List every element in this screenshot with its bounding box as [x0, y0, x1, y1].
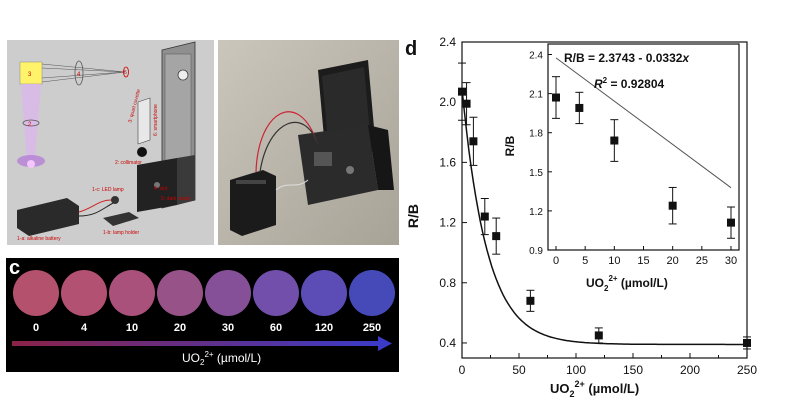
device-photo [218, 40, 399, 245]
inset-r-squared: R2 = 0.92804 [594, 76, 665, 91]
holder-box-photo [298, 125, 378, 205]
concentration-label: 250 [363, 322, 381, 334]
inset-y-axis-label: R/B [503, 135, 517, 156]
main-data-point [526, 296, 535, 305]
panel-b-photo [218, 40, 399, 245]
inset-x-tick-label: 20 [667, 255, 679, 267]
schematic-drawing: 2 3 4 5 6: smartphone 3: quart cuvette 2… [7, 40, 214, 245]
label-led-lamp: 1-c: LED lamp [92, 187, 124, 193]
panel-d-letter: d [405, 38, 418, 60]
main-y-tick-label: 2.4 [439, 36, 456, 49]
main-data-point [594, 331, 603, 340]
main-x-axis-label: UO22+ (µmol/L) [550, 379, 639, 399]
main-x-tick-label: 150 [623, 363, 643, 377]
inset-fit-line [555, 57, 732, 189]
concentration-label: 0 [33, 322, 39, 334]
main-y-axis-label: R/B [405, 204, 421, 228]
main-fit-curve [461, 88, 747, 346]
main-x-tick-label: 50 [512, 363, 526, 377]
inset-y-tick-label: 1.8 [529, 129, 543, 140]
inset-y-tick-label: 1.5 [529, 168, 543, 179]
lens-2 [22, 119, 40, 127]
inset-x-tick-label: 15 [637, 255, 649, 267]
lamp-holder [103, 212, 139, 226]
inset-x-tick-label: 5 [582, 255, 588, 267]
inset-x-tick-label: 25 [696, 255, 708, 267]
main-y-tick-label: 0.4 [439, 336, 456, 350]
pinhole [123, 66, 129, 78]
main-x-tick-label: 100 [566, 363, 586, 377]
label-lamp-holder: 1-b: lamp holder [103, 230, 139, 236]
camera-lens [177, 69, 189, 81]
sample-circle [61, 270, 107, 316]
label-dark-cavity: 5: dark cavity [161, 196, 191, 202]
main-data-point [462, 99, 471, 108]
led-glow [27, 160, 35, 168]
sample-circle [301, 270, 347, 316]
inset-data-point [552, 93, 560, 102]
concentration-label: 120 [315, 322, 333, 334]
sample-circle [253, 270, 299, 316]
label-lens-4: 4 [77, 72, 81, 78]
main-data-point [743, 338, 751, 347]
cuvette [137, 97, 151, 145]
gradient-arrow-head [378, 336, 392, 351]
panel-a-schematic: 2 3 4 5 6: smartphone 3: quart cuvette 2… [7, 40, 214, 245]
concentration-label: 10 [126, 322, 138, 334]
inset-data-point [668, 201, 677, 210]
concentration-label: 20 [174, 322, 186, 334]
label-slot: 4: slot [154, 186, 168, 192]
lens-4 [74, 60, 84, 86]
inset-x-tick-label: 0 [553, 255, 559, 267]
concentration-label: 60 [270, 322, 282, 334]
inset-y-tick-label: 2.1 [529, 90, 543, 101]
sample-circle [157, 270, 203, 316]
inset-data-point [610, 136, 619, 145]
main-x-tick-label: 0 [459, 363, 466, 377]
main-data-point [469, 137, 478, 146]
battery [17, 198, 79, 236]
main-y-tick-label: 1.6 [439, 155, 456, 169]
label-lamp: 3 [28, 72, 32, 78]
inset-x-tick-label: 30 [725, 255, 737, 267]
led-lamp [111, 196, 119, 204]
inset-y-tick-label: 0.9 [529, 246, 543, 257]
sample-circle [205, 270, 251, 316]
sample-circle [13, 270, 59, 316]
sample-circle [349, 270, 395, 316]
concentration-label: 4 [81, 322, 88, 334]
inset-plot-frame [547, 43, 740, 251]
main-x-tick-label: 200 [680, 363, 700, 377]
inset-data-point [727, 218, 735, 227]
gradient-arrow-shaft [12, 341, 382, 346]
inset-fit-equation: R/B = 2.3743 - 0.0332x [564, 51, 690, 65]
main-data-point [480, 212, 489, 221]
main-x-tick-label: 250 [737, 363, 757, 377]
inset-y-tick-label: 1.2 [529, 207, 543, 218]
label-smartphone: 6: smartphone [153, 104, 159, 136]
inset-x-tick-label: 10 [608, 255, 620, 267]
inset-data-point [575, 103, 584, 112]
battery-photo [230, 170, 276, 236]
panel-c-color-strip: 0 4 10 20 30 60 120 250 UO22+ (µmol/L) [6, 258, 399, 372]
strip-axis-label: UO22+ (µmol/L) [182, 350, 261, 367]
main-y-tick-label: 2.0 [439, 95, 456, 109]
color-strip-svg: 0 4 10 20 30 60 120 250 UO22+ (µmol/L) [12, 270, 395, 367]
main-y-tick-label: 0.8 [439, 276, 456, 290]
inset-y-tick-label: 2.4 [529, 51, 543, 62]
main-data-point [492, 232, 501, 241]
label-pinhole: 5 [124, 70, 127, 76]
main-y-tick-label: 1.2 [439, 216, 456, 230]
panel-c-letter: c [9, 257, 21, 279]
main-data-point [458, 87, 466, 96]
label-battery: 1-a: alkaline battery [17, 236, 61, 242]
concentration-label: 30 [222, 322, 234, 334]
inset-x-axis-label: UO22+ (µmol/L) [586, 274, 668, 293]
label-lens-2: 2 [28, 122, 32, 128]
light-beam [21, 84, 41, 160]
collimator-hole [137, 147, 147, 157]
panel-d-chart: 0 50 100 150 200 250 0.4 0.8 1.2 1.6 2.0 2.4 0 5 10 15… [405, 36, 757, 399]
label-collimator: 2: collimator [115, 160, 142, 166]
sample-circle [109, 270, 155, 316]
